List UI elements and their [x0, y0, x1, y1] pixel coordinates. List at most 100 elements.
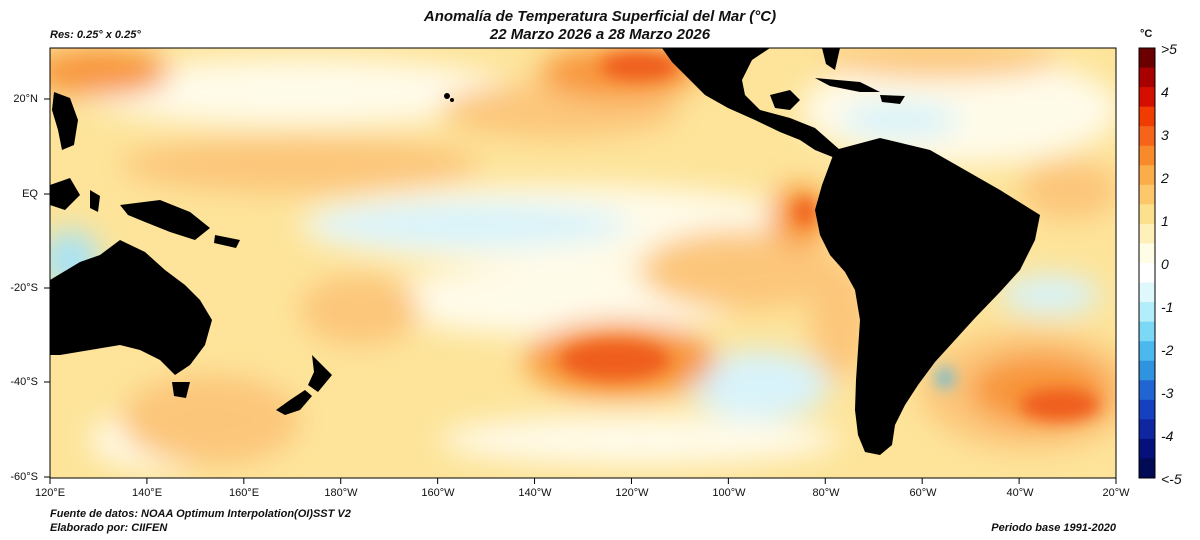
neutral-north-east: [800, 55, 1116, 165]
colorbar-frame: [1138, 47, 1156, 479]
map-frame: [49, 47, 1117, 479]
land-solomon: [214, 235, 240, 248]
land-sulawesi: [90, 190, 100, 212]
colorbar-unit: °C: [1140, 28, 1153, 40]
colorbar-swatch: [1139, 380, 1155, 401]
colorbar-swatch: [1139, 419, 1155, 440]
colorbar-swatch: [1139, 204, 1155, 225]
colorbar-swatch: [1139, 458, 1155, 479]
land-south-america: [815, 138, 1040, 455]
lon-label-120w: 120°W: [615, 487, 649, 499]
colorbar-swatch: [1139, 106, 1155, 127]
land-yucatan: [770, 90, 800, 110]
lat-label-40s: -40°S: [10, 376, 38, 388]
land-borneo-fragment: [50, 178, 80, 210]
land-new-zealand-south: [276, 390, 312, 415]
cool-south-pacific: [690, 350, 830, 420]
warm-west-atlantic-north: [1020, 160, 1116, 220]
colorbar-swatch: [1139, 126, 1155, 147]
lon-label-160w: 160°W: [421, 487, 455, 499]
lat-label-60s: -60°S: [10, 471, 38, 483]
land-new-zealand-north: [308, 355, 332, 392]
lon-label-80w: 80°W: [812, 487, 840, 499]
colorbar-label-gt5: >5: [1161, 41, 1177, 57]
warm-north-pacific-band: [120, 137, 480, 193]
land-australia: [50, 240, 212, 375]
lon-label-140e: 140°E: [131, 487, 163, 499]
colorbar-label-m2: -2: [1161, 342, 1174, 358]
base-period: Periodo base 1991-2020: [991, 522, 1116, 534]
cool-equatorial-band: [310, 203, 630, 247]
colorbar-swatch: [1139, 321, 1155, 342]
colorbar-label-0: 0: [1161, 256, 1169, 272]
lat-label-eq: EQ: [22, 188, 38, 200]
neutral-south-east: [440, 415, 840, 465]
colorbar-label-4: 4: [1161, 84, 1169, 100]
warm-tasman-sea: [120, 375, 300, 465]
land-hispaniola: [880, 95, 905, 104]
land-tasmania: [172, 382, 190, 398]
land-philippines: [52, 92, 78, 150]
lon-label-160e: 160°E: [228, 487, 260, 499]
neutral-north-pacific: [80, 58, 520, 126]
colorbar-swatch: [1139, 302, 1155, 323]
lon-label-120e: 120°E: [34, 487, 66, 499]
lon-label-20w: 20°W: [1102, 487, 1130, 499]
land-north-america: [662, 48, 840, 158]
colorbar-swatch: [1139, 341, 1155, 362]
lon-label-180w: 180°W: [324, 487, 358, 499]
land-new-guinea: [120, 200, 210, 240]
lon-label-140w: 140°W: [518, 487, 552, 499]
colorbar-label-m3: -3: [1161, 385, 1174, 401]
hotter-south-atlantic-core: [1020, 389, 1100, 421]
land-florida: [822, 48, 840, 70]
colorbar-swatch: [1139, 184, 1155, 205]
lon-label-100w: 100°W: [712, 487, 746, 499]
colorbar-swatch: [1139, 87, 1155, 108]
colorbar-label-ltm5: <-5: [1161, 471, 1182, 487]
lon-label-60w: 60°W: [909, 487, 937, 499]
data-source: Fuente de datos: NOAA Optimum Interpolat…: [50, 508, 351, 520]
colorbar-label-1: 1: [1161, 213, 1169, 229]
colorbar-swatch: [1139, 360, 1155, 381]
cooler-falklands: [937, 368, 953, 388]
land-masses: [50, 48, 1040, 455]
cool-south-atlantic: [1000, 275, 1100, 315]
colorbar-label-2: 2: [1161, 170, 1169, 186]
colorbar-swatch: [1139, 282, 1155, 303]
cool-caribbean: [840, 102, 960, 138]
map-title-line1: Anomalía de Temperatura Superficial del …: [423, 8, 777, 25]
lon-label-40w: 40°W: [1006, 487, 1034, 499]
anomaly-fields: [50, 48, 1116, 470]
axis-ticks: [44, 98, 1117, 484]
colorbar-label-m1: -1: [1161, 299, 1174, 315]
land-cuba: [815, 78, 880, 92]
colorbar-swatch: [1139, 67, 1155, 88]
anomaly-hotspots: [560, 52, 1100, 421]
warm-gulf-of-mexico: [820, 48, 1060, 78]
lat-label-20n: 20°N: [13, 93, 38, 105]
colorbar-swatch: [1139, 399, 1155, 420]
colorbar-swatch: [1139, 145, 1155, 166]
land-hawaii-2: [450, 98, 454, 102]
colorbar-label-m4: -4: [1161, 428, 1174, 444]
colorbar-label-3: 3: [1161, 127, 1169, 143]
resolution-label: Res: 0.25° x 0.25°: [50, 29, 141, 41]
warm-southeast-pacific: [640, 230, 840, 310]
warm-south-pacific-west: [300, 275, 420, 345]
hotter-peru-core: [795, 198, 815, 226]
hot-northwest-pacific: [50, 48, 170, 96]
lat-label-20s: -20°S: [10, 282, 38, 294]
colorbar-swatch: [1139, 48, 1155, 69]
colorbar-swatch: [1139, 243, 1155, 264]
colorbar: [1138, 47, 1156, 479]
colorbar-swatch: [1139, 438, 1155, 459]
colorbar-swatch: [1139, 263, 1155, 284]
made-by: Elaborado por: CIIFEN: [50, 522, 168, 534]
colorbar-swatch: [1139, 223, 1155, 244]
hotter-baja-core: [600, 52, 680, 80]
colorbar-swatch: [1139, 165, 1155, 186]
hotter-south-pacific-core: [560, 340, 670, 380]
land-hawaii: [444, 93, 450, 99]
